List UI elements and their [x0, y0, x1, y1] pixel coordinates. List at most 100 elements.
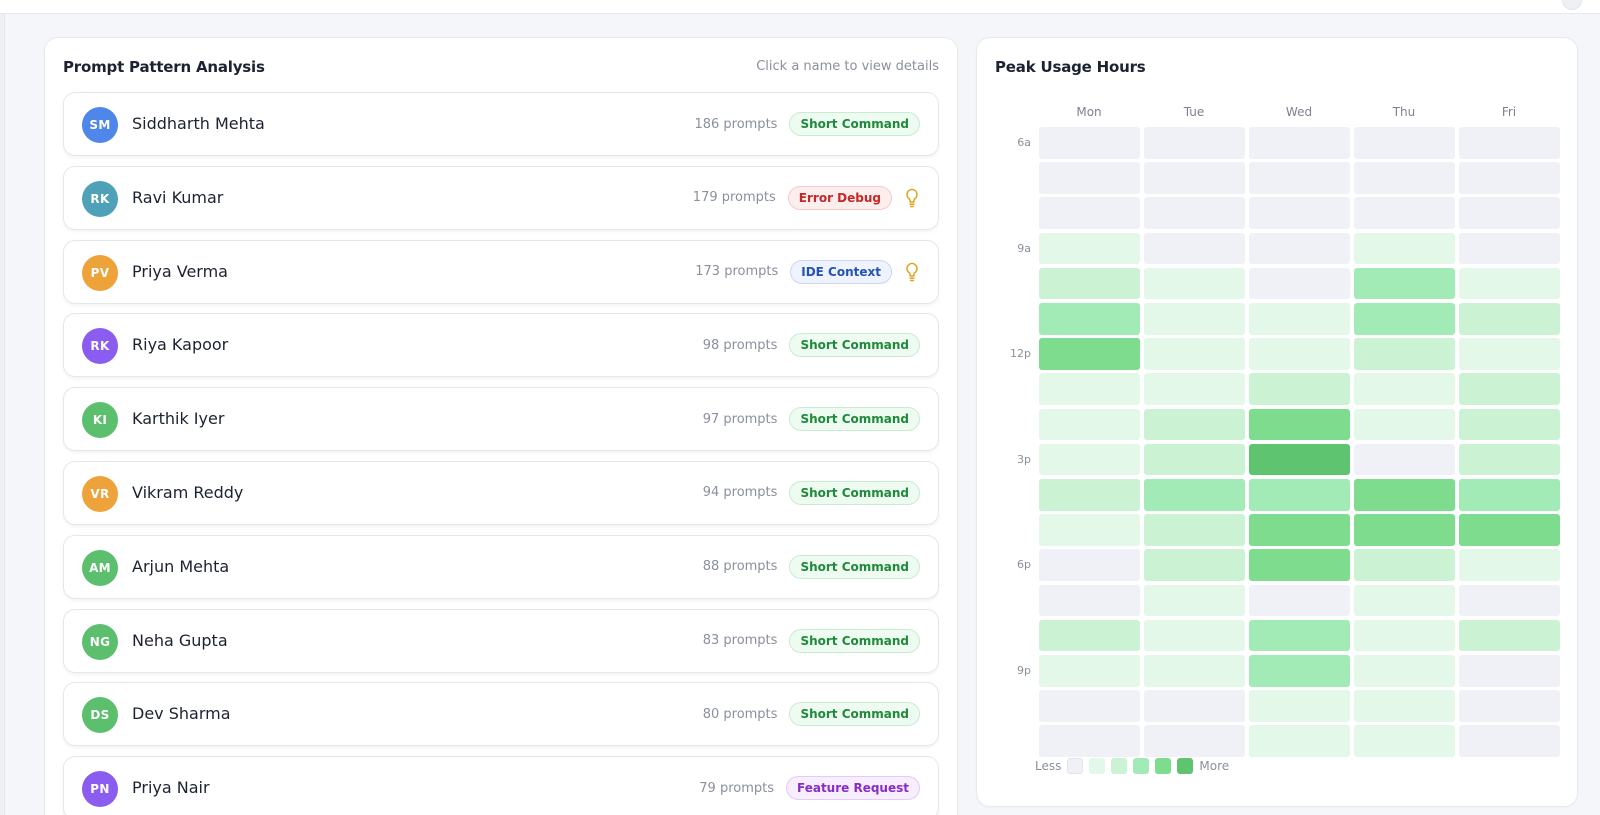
heatmap-cell[interactable] — [1459, 725, 1560, 757]
user-row[interactable]: RK Ravi Kumar 179 prompts Error Debug — [63, 165, 939, 230]
heatmap-cell[interactable] — [1459, 443, 1560, 476]
heatmap-cell[interactable] — [1039, 373, 1140, 405]
user-name-link[interactable]: Karthik Iyer — [132, 409, 225, 429]
lightbulb-icon[interactable] — [904, 187, 920, 209]
heatmap-cell[interactable] — [1249, 408, 1350, 441]
lightbulb-icon[interactable] — [904, 261, 920, 283]
user-row[interactable]: DS Dev Sharma 80 prompts Short Command — [63, 682, 939, 747]
heatmap-cell[interactable] — [1459, 373, 1560, 405]
heatmap-cell[interactable] — [1039, 655, 1140, 687]
heatmap-cell[interactable] — [1354, 408, 1455, 441]
heatmap-cell[interactable] — [1459, 549, 1560, 581]
heatmap-cell[interactable] — [1354, 232, 1455, 265]
heatmap-cell[interactable] — [1249, 267, 1350, 300]
heatmap-cell[interactable] — [1144, 267, 1245, 300]
heatmap-cell[interactable] — [1144, 338, 1245, 370]
heatmap-cell[interactable] — [1354, 197, 1455, 229]
heatmap-cell[interactable] — [1144, 479, 1245, 511]
heatmap-cell[interactable] — [1354, 162, 1455, 194]
heatmap-cell[interactable] — [1249, 338, 1350, 370]
user-row[interactable]: SM Siddharth Mehta 186 prompts Short Comman… — [63, 92, 939, 156]
heatmap-cell[interactable] — [1039, 443, 1140, 476]
heatmap-cell[interactable] — [1459, 232, 1560, 265]
heatmap-cell[interactable] — [1249, 443, 1350, 476]
heatmap-cell[interactable] — [1039, 479, 1140, 511]
heatmap-cell[interactable] — [1354, 619, 1455, 652]
heatmap-cell[interactable] — [1249, 584, 1350, 617]
heatmap-cell[interactable] — [1144, 162, 1245, 194]
heatmap-cell[interactable] — [1249, 479, 1350, 511]
heatmap-cell[interactable] — [1249, 303, 1350, 335]
heatmap-cell[interactable] — [1039, 584, 1140, 617]
heatmap-cell[interactable] — [1144, 127, 1245, 159]
user-name-link[interactable]: Priya Verma — [132, 261, 228, 281]
user-name-link[interactable]: Riya Kapoor — [132, 335, 229, 355]
heatmap-cell[interactable] — [1459, 408, 1560, 441]
user-name-link[interactable]: Priya Nair — [132, 778, 210, 798]
heatmap-cell[interactable] — [1144, 655, 1245, 687]
heatmap-cell[interactable] — [1249, 127, 1350, 159]
heatmap-cell[interactable] — [1249, 232, 1350, 265]
heatmap-cell[interactable] — [1144, 690, 1245, 722]
heatmap-cell[interactable] — [1459, 127, 1560, 159]
heatmap-cell[interactable] — [1144, 408, 1245, 441]
heatmap-cell[interactable] — [1039, 408, 1140, 441]
heatmap-cell[interactable] — [1039, 549, 1140, 581]
heatmap-cell[interactable] — [1039, 267, 1140, 300]
heatmap-cell[interactable] — [1354, 514, 1455, 546]
heatmap-cell[interactable] — [1354, 584, 1455, 617]
heatmap-cell[interactable] — [1144, 197, 1245, 229]
user-row[interactable]: VR Vikram Reddy 94 prompts Short Command — [63, 460, 939, 525]
heatmap-cell[interactable] — [1459, 162, 1560, 194]
heatmap-cell[interactable] — [1459, 584, 1560, 617]
heatmap-cell[interactable] — [1249, 655, 1350, 687]
heatmap-cell[interactable] — [1459, 197, 1560, 229]
heatmap-cell[interactable] — [1354, 373, 1455, 405]
user-row[interactable]: PN Priya Nair 79 prompts Feature Request — [63, 756, 939, 815]
heatmap-cell[interactable] — [1144, 303, 1245, 335]
heatmap-cell[interactable] — [1249, 549, 1350, 581]
heatmap-cell[interactable] — [1039, 690, 1140, 722]
heatmap-cell[interactable] — [1249, 619, 1350, 652]
heatmap-cell[interactable] — [1039, 514, 1140, 546]
user-row[interactable]: RK Riya Kapoor 98 prompts Short Command — [63, 313, 939, 378]
user-name-link[interactable]: Dev Sharma — [132, 704, 231, 724]
heatmap-cell[interactable] — [1039, 725, 1140, 757]
user-name-link[interactable]: Siddharth Mehta — [132, 114, 265, 133]
heatmap-cell[interactable] — [1459, 690, 1560, 722]
heatmap-cell[interactable] — [1039, 197, 1140, 229]
heatmap-cell[interactable] — [1039, 162, 1140, 194]
heatmap-cell[interactable] — [1039, 619, 1140, 652]
user-row[interactable]: AM Arjun Mehta 88 prompts Short Command — [63, 534, 939, 599]
heatmap-cell[interactable] — [1039, 303, 1140, 335]
heatmap-cell[interactable] — [1144, 232, 1245, 265]
heatmap-cell[interactable] — [1354, 267, 1455, 300]
heatmap-cell[interactable] — [1249, 514, 1350, 546]
heatmap-cell[interactable] — [1249, 725, 1350, 757]
heatmap-cell[interactable] — [1459, 338, 1560, 370]
heatmap-cell[interactable] — [1144, 514, 1245, 546]
heatmap-cell[interactable] — [1459, 303, 1560, 335]
heatmap-cell[interactable] — [1354, 127, 1455, 159]
heatmap-cell[interactable] — [1354, 443, 1455, 476]
heatmap-cell[interactable] — [1144, 725, 1245, 757]
heatmap-cell[interactable] — [1354, 655, 1455, 687]
heatmap-cell[interactable] — [1354, 303, 1455, 335]
user-row[interactable]: PV Priya Verma 173 prompts IDE Context — [63, 239, 939, 304]
heatmap-cell[interactable] — [1249, 197, 1350, 229]
heatmap-cell[interactable] — [1144, 619, 1245, 652]
heatmap-cell[interactable] — [1039, 127, 1140, 159]
heatmap-cell[interactable] — [1249, 690, 1350, 722]
heatmap-cell[interactable] — [1459, 479, 1560, 511]
user-row[interactable]: KI Karthik Iyer 97 prompts Short Command — [63, 387, 939, 452]
user-name-link[interactable]: Vikram Reddy — [132, 482, 244, 502]
heatmap-cell[interactable] — [1144, 373, 1245, 405]
heatmap-cell[interactable] — [1459, 267, 1560, 300]
heatmap-cell[interactable] — [1354, 338, 1455, 370]
heatmap-cell[interactable] — [1249, 373, 1350, 405]
heatmap-cell[interactable] — [1459, 655, 1560, 687]
user-name-link[interactable]: Ravi Kumar — [132, 187, 224, 207]
heatmap-cell[interactable] — [1249, 162, 1350, 194]
heatmap-cell[interactable] — [1354, 479, 1455, 511]
heatmap-cell[interactable] — [1459, 514, 1560, 546]
